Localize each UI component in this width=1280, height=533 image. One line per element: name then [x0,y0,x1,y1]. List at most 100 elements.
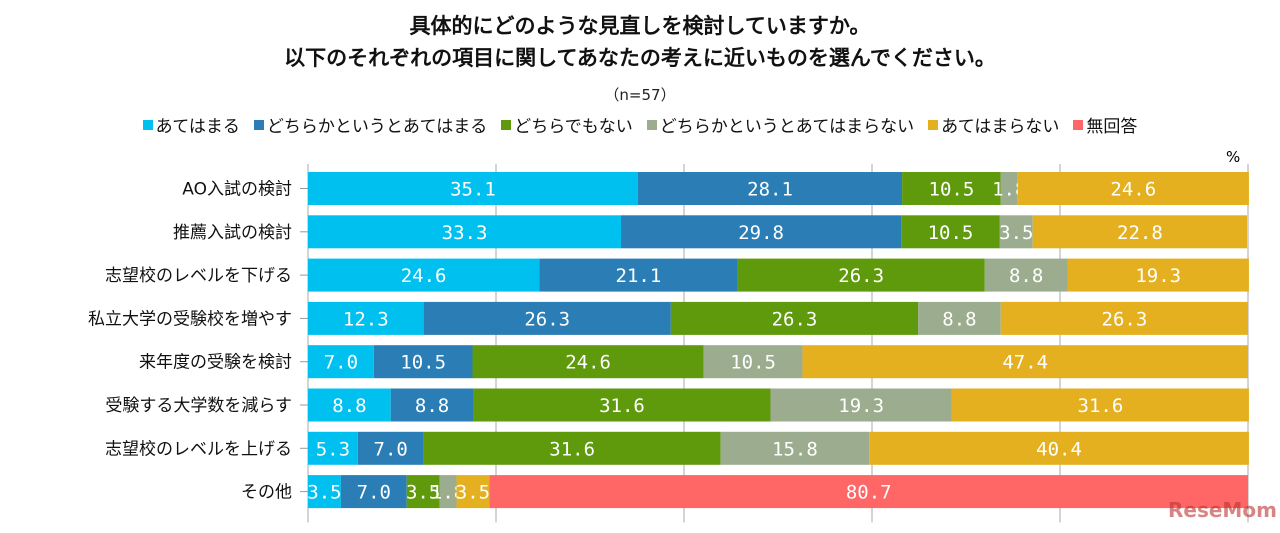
data-label: 8.8 [415,395,449,417]
data-label: 15.8 [772,438,818,460]
category-label: 受験する大学数を減らす [105,396,292,416]
bar-segment [984,258,1068,292]
data-label: 10.5 [730,352,776,374]
bar-segment [423,301,671,335]
category-label: 私立大学の受験校を増やす [88,309,292,329]
legend-label: あてはまる [155,117,240,137]
data-label: 26.3 [1102,308,1148,330]
data-label: 5.3 [316,438,350,460]
data-label: 31.6 [1078,395,1124,417]
bar-segment [308,345,374,379]
bar-segment [637,172,903,205]
data-label: 3.5 [999,222,1033,244]
data-label: 8.8 [942,308,976,330]
bar-segment [308,172,638,205]
bar-segment [308,301,424,335]
bar-segment [951,388,1249,422]
bar-segment [1067,258,1249,292]
legend-swatch [501,119,512,130]
data-label: 10.5 [929,179,975,201]
legend-label: どちらでもない [514,117,633,137]
legend-label: どちらかというとあてはまる [266,117,488,137]
bar-segment [308,258,540,292]
bar-segment [423,431,721,465]
bar-segment [489,475,1248,509]
bar-segment [1000,172,1018,205]
bar-segment [340,475,407,509]
data-label: 31.6 [599,395,645,417]
bar-segment [373,345,473,379]
category-label: 志望校のレベルを下げる [105,266,292,286]
data-label: 29.8 [738,222,784,244]
unit-label: % [1226,148,1241,166]
data-label: 3.5 [307,482,341,504]
category-label: その他 [241,483,292,503]
bar-segment [802,345,1248,379]
data-label: 3.5 [456,482,490,504]
category-label: 志望校のレベルを上げる [105,439,292,459]
bar-segment [720,431,870,465]
data-label: 21.1 [616,265,662,287]
data-label: 8.8 [1009,265,1043,287]
data-label: 24.6 [1110,179,1156,201]
bar-segment [308,475,341,509]
legend-label: どちらかというとあてはまらない [659,117,915,137]
bar-segment [703,345,803,379]
legend-label: あてはまらない [941,117,1060,137]
category-label: 来年度の受験を検討 [139,353,292,373]
bar-segment [308,388,391,422]
data-label: 80.7 [846,482,892,504]
bar-segment [621,215,902,249]
data-label: 8.8 [332,395,366,417]
category-label: AO入試の検討 [182,180,292,200]
data-label: 19.3 [1135,265,1181,287]
bar-segment [901,215,1000,249]
legend-item: あてはまる [142,112,240,137]
data-label: 19.3 [838,395,884,417]
bar-segment [456,475,490,509]
data-label: 26.3 [838,265,884,287]
legend-item: あてはまらない [928,112,1059,137]
data-label: 26.3 [524,308,570,330]
data-label: 40.4 [1036,438,1082,460]
bar-segment [1000,301,1248,335]
legend-swatch [646,119,657,130]
data-label: 12.3 [343,308,389,330]
bar-segment [770,388,952,422]
data-label: 24.6 [565,352,611,374]
legend-item: どちらでもない [501,112,633,137]
data-label: 26.3 [772,308,818,330]
legend-swatch [1073,119,1084,130]
bar-segment [308,431,358,465]
bar-segment [999,215,1033,249]
legend-label: 無回答 [1086,117,1138,137]
bar-segment [473,388,771,422]
data-label: 47.4 [1002,352,1048,374]
data-label: 28.1 [747,179,793,201]
category-label: 推薦入試の検討 [173,223,292,243]
legend: あてはまる どちらかというとあてはまる どちらでもない どちらかというとあてはまらない… [0,112,1280,137]
data-label: 24.6 [401,265,447,287]
bar-segment [308,215,622,249]
data-label: 7.0 [374,438,408,460]
bar-segment [439,475,457,509]
data-label: 7.0 [357,482,391,504]
legend-item: どちらかというとあてはまる [253,112,488,137]
data-label: 10.5 [928,222,974,244]
legend-swatch [928,119,939,130]
bar-segment [406,475,440,509]
bar-segment [357,431,424,465]
bar-segment [737,258,985,292]
bar-segment [918,301,1001,335]
data-label: 31.6 [549,438,595,460]
chart-title-line2: 以下のそれぞれの項目に関してあなたの考えに近いものを選んでください。 [284,46,996,70]
sample-size: （n=57） [604,86,676,104]
bar-segment [390,388,474,422]
legend-swatch [142,119,153,130]
data-label: 35.1 [450,179,496,201]
bar-segment [1032,215,1248,249]
chart-title-line1: 具体的にどのような見直しを検討していますか。 [409,14,871,38]
bar-segment [472,345,704,379]
